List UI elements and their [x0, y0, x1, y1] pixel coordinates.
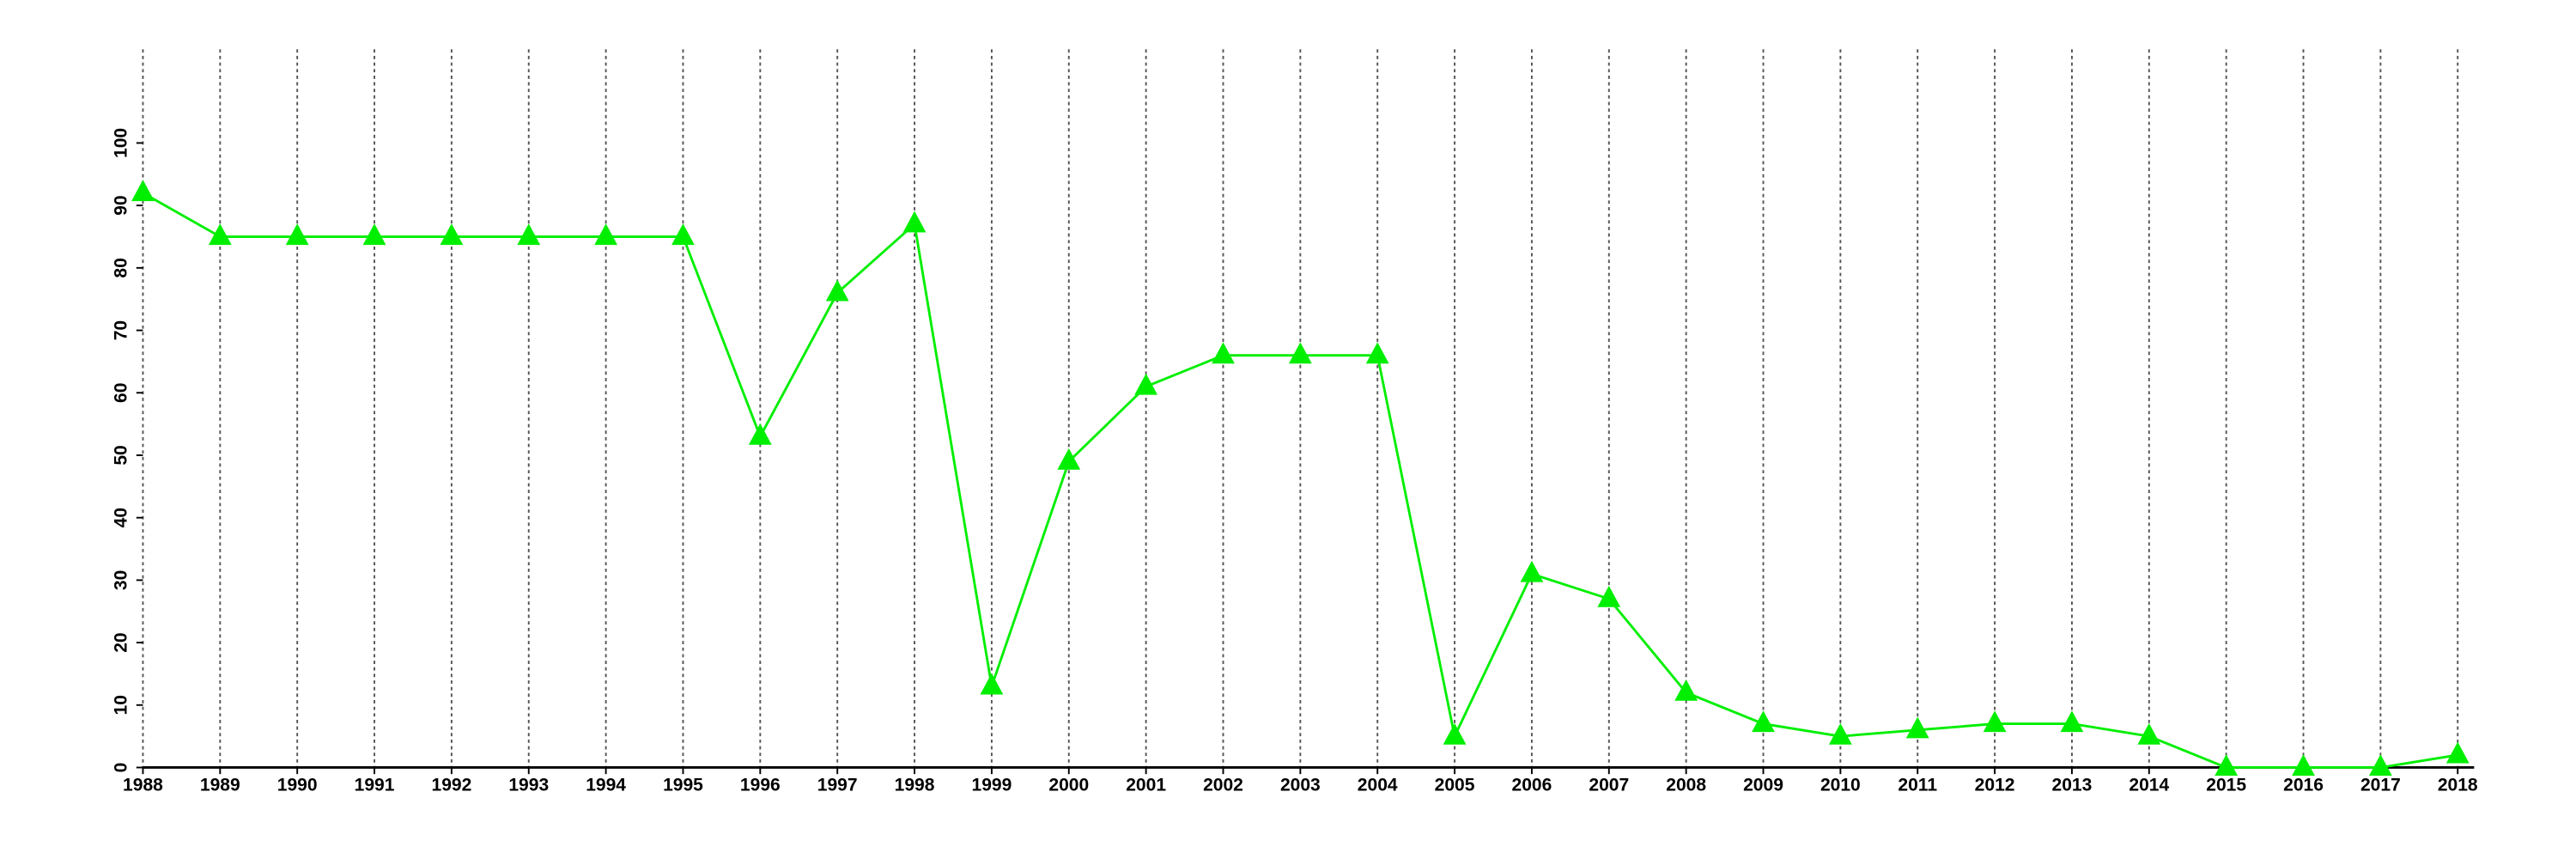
x-tick-label: 2006 [1512, 775, 1552, 795]
marker [1983, 710, 2007, 733]
x-tick-label: 2005 [1435, 775, 1475, 795]
marker [440, 223, 464, 246]
x-tick-label: 2007 [1589, 775, 1629, 795]
marker [1905, 716, 1929, 739]
marker [902, 210, 927, 233]
y-tick-label: 30 [111, 570, 131, 590]
x-tick-label: 1988 [123, 775, 163, 795]
x-tick-label: 1998 [895, 775, 935, 795]
marker [2368, 754, 2392, 777]
x-tick-label: 1995 [663, 775, 703, 795]
x-tick-label: 2010 [1820, 775, 1861, 795]
marker [1520, 560, 1544, 582]
marker [1443, 722, 1467, 745]
x-tick-label: 1991 [355, 775, 395, 795]
x-tick-label: 2012 [1975, 775, 2015, 795]
marker [2292, 754, 2315, 777]
marker [2215, 754, 2239, 777]
y-tick-label: 20 [111, 632, 131, 652]
marker [980, 673, 1004, 695]
y-tick-label: 90 [111, 195, 131, 215]
y-tick-label: 60 [111, 383, 131, 403]
marker [362, 223, 386, 246]
marker [2137, 722, 2161, 745]
x-tick-label: 2016 [2283, 775, 2324, 795]
x-tick-label: 1990 [277, 775, 318, 795]
marker [285, 223, 309, 246]
x-tick-label: 2001 [1126, 775, 1166, 795]
marker [517, 223, 541, 246]
x-tick-label: 1993 [508, 775, 549, 795]
x-tick-label: 1992 [432, 775, 472, 795]
marker [1365, 342, 1389, 364]
x-tick-label: 2018 [2438, 775, 2478, 795]
marker [1752, 710, 1775, 733]
y-tick-label: 40 [111, 508, 131, 527]
x-tick-label: 1999 [972, 775, 1012, 795]
y-tick-label: 70 [111, 320, 131, 340]
y-tick-label: 50 [111, 445, 131, 465]
y-tick-label: 80 [111, 258, 131, 277]
marker [1134, 373, 1158, 395]
x-tick-label: 2008 [1666, 775, 1706, 795]
marker [2445, 741, 2470, 764]
marker [671, 223, 695, 246]
marker [131, 180, 155, 202]
y-tick-label: 0 [111, 763, 131, 773]
marker [1674, 679, 1698, 701]
x-tick-label: 2011 [1898, 775, 1937, 795]
x-tick-label: 1997 [817, 775, 858, 795]
x-tick-label: 1994 [586, 775, 626, 795]
y-tick-label: 100 [111, 128, 131, 158]
marker [1597, 585, 1621, 607]
x-tick-label: 2014 [2129, 775, 2169, 795]
x-tick-label: 2000 [1048, 775, 1089, 795]
marker [1212, 342, 1235, 364]
marker [594, 223, 618, 246]
marker [1288, 342, 1312, 364]
x-tick-label: 2017 [2360, 775, 2401, 795]
x-tick-label: 1996 [740, 775, 781, 795]
x-tick-label: 2003 [1280, 775, 1321, 795]
marker [2060, 710, 2084, 733]
marker [825, 279, 849, 302]
x-tick-label: 2002 [1203, 775, 1243, 795]
marker [748, 423, 772, 445]
marker [208, 223, 232, 246]
marker [1828, 722, 1852, 745]
marker [1057, 448, 1081, 470]
x-tick-label: 1989 [200, 775, 240, 795]
x-tick-label: 2015 [2206, 775, 2246, 795]
x-tick-label: 2004 [1358, 775, 1398, 795]
y-tick-label: 10 [111, 695, 131, 715]
x-tick-label: 2009 [1743, 775, 1783, 795]
x-tick-label: 2013 [2052, 775, 2093, 795]
